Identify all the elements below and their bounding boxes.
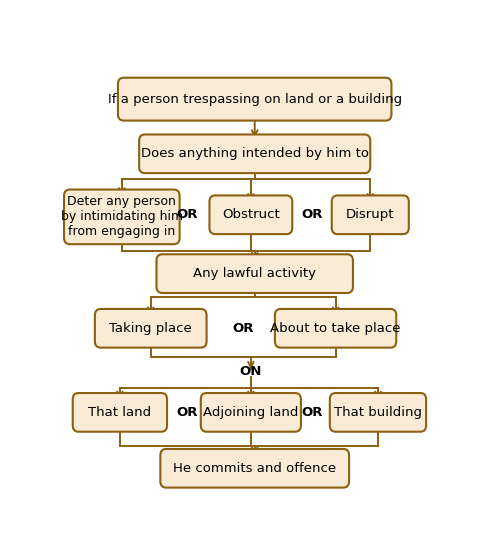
Text: Deter any person
by intimidating him
from engaging in: Deter any person by intimidating him fro…: [61, 195, 183, 239]
FancyBboxPatch shape: [118, 78, 392, 121]
FancyBboxPatch shape: [161, 449, 349, 488]
Text: Adjoining land: Adjoining land: [203, 406, 299, 419]
FancyBboxPatch shape: [209, 195, 292, 234]
Text: OR: OR: [176, 208, 198, 221]
FancyBboxPatch shape: [330, 393, 426, 432]
Text: Disrupt: Disrupt: [346, 208, 395, 221]
FancyBboxPatch shape: [95, 309, 207, 348]
FancyBboxPatch shape: [157, 254, 353, 293]
FancyBboxPatch shape: [73, 393, 167, 432]
Text: If a person trespassing on land or a building: If a person trespassing on land or a bui…: [108, 93, 402, 106]
Text: Any lawful activity: Any lawful activity: [193, 267, 316, 280]
Text: Obstruct: Obstruct: [222, 208, 280, 221]
Text: Taking place: Taking place: [109, 322, 192, 335]
FancyBboxPatch shape: [201, 393, 301, 432]
Text: OR: OR: [302, 208, 323, 221]
Text: Does anything intended by him to: Does anything intended by him to: [141, 147, 369, 161]
Text: That building: That building: [334, 406, 422, 419]
Text: OR: OR: [233, 322, 254, 335]
FancyBboxPatch shape: [332, 195, 409, 234]
Text: He commits and offence: He commits and offence: [173, 462, 336, 475]
Text: That land: That land: [88, 406, 152, 419]
Text: OR: OR: [302, 406, 323, 419]
FancyBboxPatch shape: [139, 134, 370, 173]
FancyBboxPatch shape: [64, 189, 179, 244]
Text: OR: OR: [176, 406, 198, 419]
Text: About to take place: About to take place: [270, 322, 401, 335]
Text: ON: ON: [240, 365, 262, 378]
FancyBboxPatch shape: [275, 309, 396, 348]
